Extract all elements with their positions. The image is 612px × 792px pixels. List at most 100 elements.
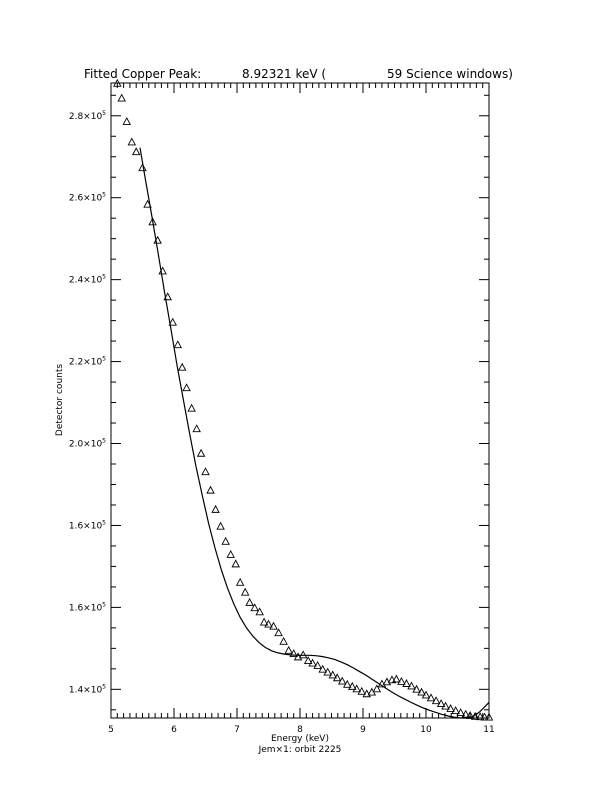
- data-point: [177, 362, 187, 371]
- data-point: [122, 116, 132, 125]
- x-axis: 5 6 7 8 9 10 11: [108, 83, 495, 735]
- data-point: [441, 701, 450, 710]
- data-point: [348, 681, 357, 690]
- data-point: [216, 521, 225, 530]
- title-energy: 8.92321 keV (: [242, 67, 326, 81]
- data-point: [187, 403, 196, 412]
- data-point: [163, 292, 172, 301]
- x-tick-label: 10: [420, 725, 432, 735]
- fit-curve-layer: [139, 147, 490, 719]
- y-tick-label: 1.4×105: [69, 683, 106, 695]
- data-point: [284, 645, 293, 654]
- data-point: [484, 712, 494, 721]
- y-axis-label: Detector counts: [55, 364, 65, 436]
- data-point: [259, 617, 269, 626]
- data-point: [417, 687, 426, 696]
- data-point: [279, 636, 288, 645]
- data-point: [475, 712, 485, 721]
- data-point: [269, 621, 278, 630]
- fit-curve: [139, 147, 490, 719]
- x-tick-label: 11: [483, 725, 494, 735]
- data-point: [168, 317, 177, 326]
- data-point: [402, 679, 411, 687]
- data-point: [255, 607, 264, 616]
- x-tick-label: 9: [360, 725, 366, 735]
- data-point: [113, 78, 122, 87]
- data-point: [192, 424, 201, 433]
- data-point: [397, 676, 406, 685]
- data-point: [328, 670, 338, 679]
- data-point: [250, 603, 259, 612]
- data-point: [196, 448, 206, 457]
- x-tick-label: 5: [108, 725, 114, 735]
- data-point: [182, 383, 191, 392]
- data-point: [342, 679, 352, 688]
- data-point: [313, 661, 322, 669]
- data-point: [153, 235, 162, 244]
- data-point: [426, 693, 436, 702]
- x-tick-label: 6: [171, 725, 177, 735]
- data-point: [436, 699, 446, 708]
- y-tick-label: 2.0×105: [69, 438, 106, 450]
- data-point: [456, 708, 465, 717]
- data-point: [201, 467, 210, 476]
- data-point: [392, 674, 401, 683]
- data-point: [264, 619, 273, 628]
- data-point: [226, 549, 235, 558]
- data-point: [117, 93, 126, 102]
- data-point: [337, 676, 347, 685]
- data-point: [357, 686, 366, 695]
- x-tick-label: 8: [297, 725, 303, 735]
- data-point: [221, 536, 230, 545]
- data-points-layer: [113, 78, 494, 721]
- data-point: [127, 137, 137, 146]
- y-tick-label: 2.2×105: [69, 356, 106, 368]
- data-point: [274, 628, 283, 637]
- data-point: [231, 559, 240, 568]
- data-point: [323, 667, 332, 676]
- y-tick-label: 2.4×105: [69, 274, 106, 286]
- data-point: [318, 664, 327, 673]
- data-point: [143, 199, 152, 208]
- data-point: [289, 649, 298, 658]
- data-point: [211, 504, 220, 513]
- y-axis: 1.4×105 1.6×105 1.6×105 2.0×105 2.2×105 2.4×1…: [69, 94, 489, 711]
- data-point: [352, 684, 361, 693]
- data-point: [298, 650, 308, 659]
- y-tick-label: 2.8×105: [69, 110, 106, 122]
- data-point: [446, 704, 455, 712]
- data-point: [173, 340, 183, 349]
- data-point: [461, 709, 470, 718]
- y-tick-label: 1.6×105: [69, 519, 106, 531]
- y-tick-label: 1.6×105: [69, 601, 106, 613]
- data-point: [451, 706, 460, 714]
- data-point: [407, 681, 416, 690]
- x-axis-label: Energy (keV): [271, 734, 329, 744]
- plot-frame: [110, 82, 490, 719]
- data-point: [431, 696, 441, 705]
- data-point: [372, 684, 382, 693]
- data-point: [421, 690, 431, 699]
- data-point: [206, 485, 215, 494]
- data-point: [303, 656, 313, 665]
- chart-subtitle: Jem×1: orbit 2225: [258, 745, 342, 755]
- data-point: [240, 587, 250, 596]
- data-point: [412, 684, 421, 693]
- title-windows: 59 Science windows): [387, 67, 513, 81]
- data-point: [308, 658, 317, 667]
- data-point: [362, 689, 372, 698]
- data-point: [131, 147, 141, 156]
- x-tick-label: 7: [234, 725, 240, 735]
- data-point: [332, 673, 342, 682]
- data-point: [138, 163, 147, 172]
- data-point: [465, 711, 475, 719]
- y-tick-label: 2.6×105: [69, 192, 106, 204]
- data-point: [148, 217, 157, 226]
- data-point: [235, 577, 245, 586]
- title-label: Fitted Copper Peak:: [84, 67, 201, 81]
- data-point: [480, 712, 489, 721]
- data-point: [158, 266, 167, 275]
- data-point: [245, 597, 254, 606]
- data-point: [470, 711, 480, 720]
